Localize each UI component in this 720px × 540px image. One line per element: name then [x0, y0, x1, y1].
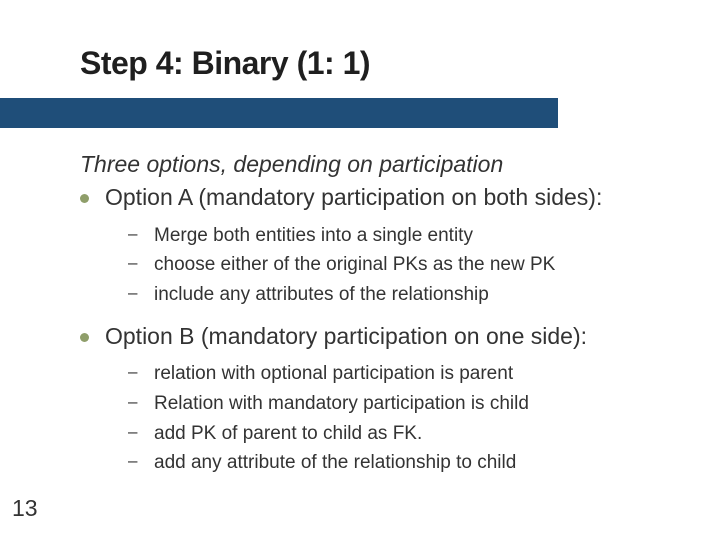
- sublist-item: – Merge both entities into a single enti…: [128, 223, 670, 249]
- bullet-icon: [80, 194, 89, 203]
- sublist-text: relation with optional participation is …: [154, 361, 513, 387]
- sublist-item: – relation with optional participation i…: [128, 361, 670, 387]
- list-item: Option B (mandatory participation on one…: [80, 322, 670, 352]
- slide-title: Step 4: Binary (1: 1): [80, 45, 370, 82]
- sublist-text: add any attribute of the relationship to…: [154, 450, 516, 476]
- sublist-item: – choose either of the original PKs as t…: [128, 252, 670, 278]
- option-b-label: Option B (mandatory participation on one…: [105, 322, 587, 352]
- title-underline-bar: [0, 98, 558, 128]
- sublist-text: add PK of parent to child as FK.: [154, 421, 422, 447]
- sublist: – Merge both entities into a single enti…: [128, 223, 670, 308]
- sublist-text: Relation with mandatory participation is…: [154, 391, 529, 417]
- dash-icon: –: [128, 392, 138, 412]
- dash-icon: –: [128, 224, 138, 244]
- sublist-text: choose either of the original PKs as the…: [154, 252, 555, 278]
- dash-icon: –: [128, 253, 138, 273]
- sublist-item: – include any attributes of the relation…: [128, 282, 670, 308]
- dash-icon: –: [128, 283, 138, 303]
- slide: Step 4: Binary (1: 1) Three options, dep…: [0, 0, 720, 540]
- intro-text: Three options, depending on participatio…: [80, 150, 670, 179]
- dash-icon: –: [128, 451, 138, 471]
- sublist-item: – add any attribute of the relationship …: [128, 450, 670, 476]
- sublist-item: – add PK of parent to child as FK.: [128, 421, 670, 447]
- sublist-text: Merge both entities into a single entity: [154, 223, 473, 249]
- sublist: – relation with optional participation i…: [128, 361, 670, 476]
- dash-icon: –: [128, 362, 138, 382]
- option-a-label: Option A (mandatory participation on bot…: [105, 183, 602, 213]
- bullet-icon: [80, 333, 89, 342]
- dash-icon: –: [128, 422, 138, 442]
- list-item: Option A (mandatory participation on bot…: [80, 183, 670, 213]
- title-wrap: Step 4: Binary (1: 1): [80, 45, 370, 82]
- page-number: 13: [12, 495, 38, 522]
- sublist-text: include any attributes of the relationsh…: [154, 282, 489, 308]
- sublist-item: – Relation with mandatory participation …: [128, 391, 670, 417]
- slide-body: Three options, depending on participatio…: [80, 150, 670, 490]
